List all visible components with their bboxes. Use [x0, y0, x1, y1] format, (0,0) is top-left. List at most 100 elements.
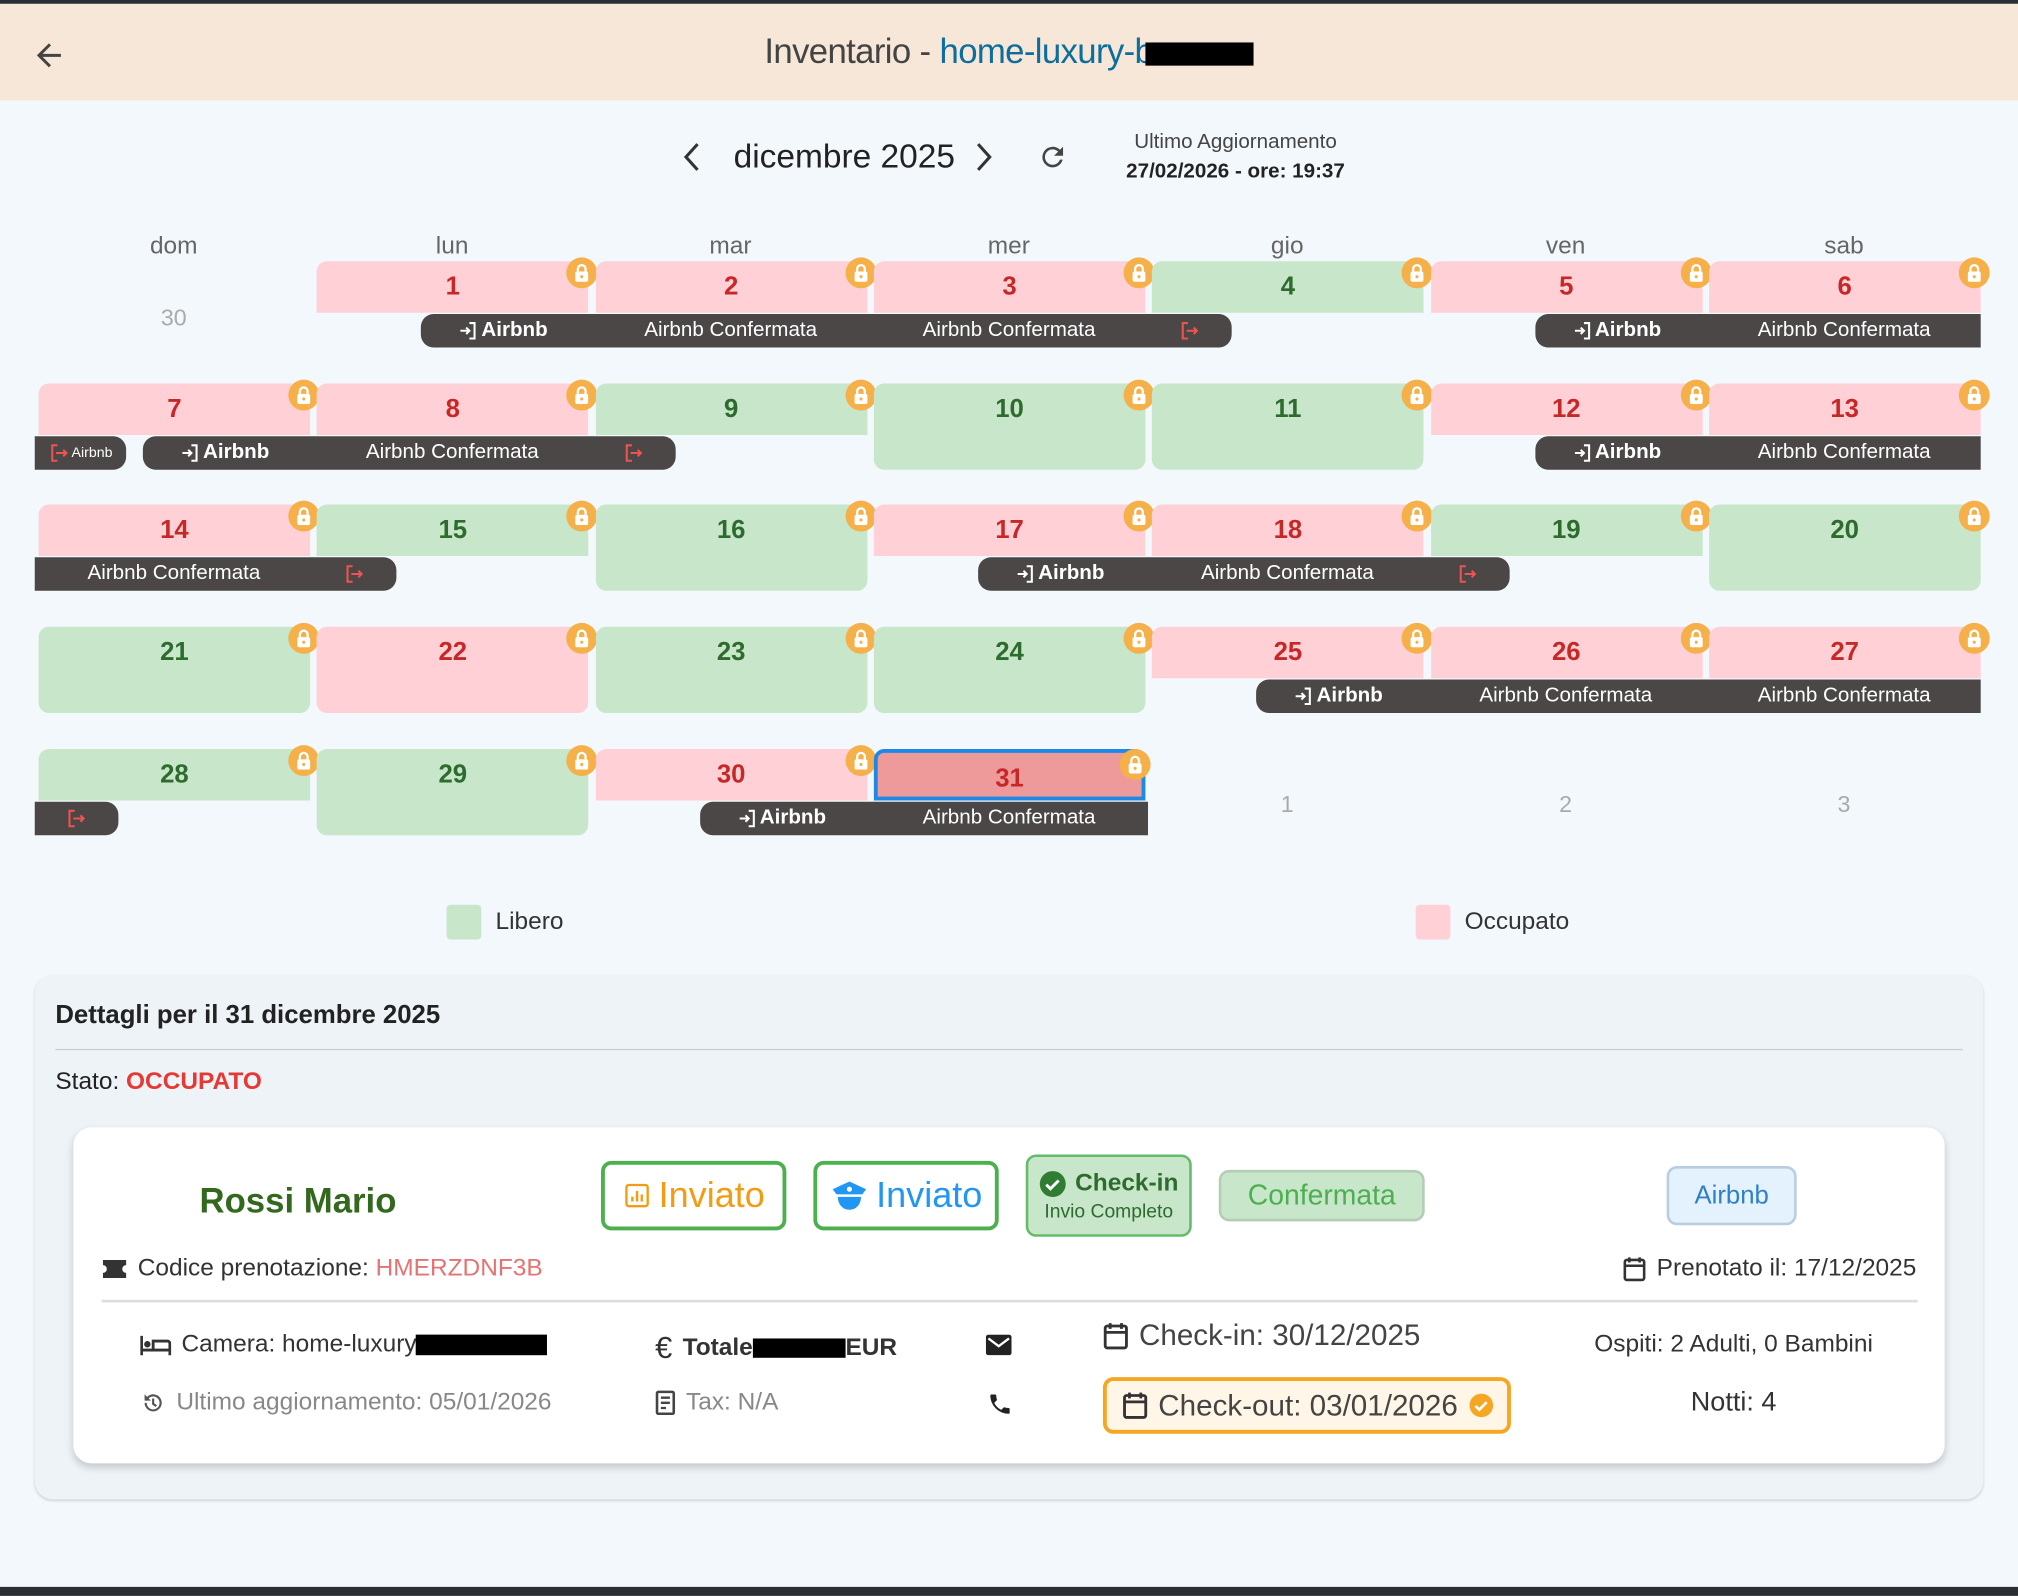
calendar-day-17[interactable]: 17 [873, 501, 1155, 557]
lock-button[interactable] [845, 379, 876, 411]
lock-button[interactable] [845, 501, 876, 533]
lock-button[interactable] [1958, 501, 1990, 533]
lock-button[interactable] [1680, 257, 1712, 289]
lock-button[interactable] [288, 744, 320, 776]
lock-button[interactable] [566, 257, 598, 289]
booking-bar[interactable]: Airbnb Confermata [34, 557, 397, 592]
lock-button[interactable] [1401, 379, 1433, 411]
next-month-button[interactable] [968, 139, 999, 175]
calendar-day-6[interactable]: 6 [1708, 257, 1990, 313]
bed-icon [140, 1335, 172, 1356]
lock-icon [1132, 507, 1146, 526]
calendar-day-30[interactable]: 30 [595, 744, 876, 801]
lock-icon [1689, 629, 1703, 648]
lock-button[interactable] [566, 623, 598, 654]
status-badge: OCCUPATO [126, 1068, 262, 1096]
lock-button[interactable] [1119, 748, 1151, 780]
email-button[interactable] [985, 1334, 1012, 1362]
calendar-day-19[interactable]: 19 [1430, 501, 1712, 557]
calendar-day-10[interactable]: 10 [873, 379, 1155, 470]
lock-button[interactable] [1680, 379, 1712, 411]
calendar-day-18[interactable]: 18 [1152, 501, 1433, 557]
booking-bar[interactable]: Airbnb Airbnb Confermata Airbnb Confermata [1256, 679, 1981, 714]
total-row: € Totale EUR [655, 1331, 897, 1367]
lock-button[interactable] [1958, 257, 1990, 289]
report-sent-button[interactable]: Inviato [601, 1160, 787, 1231]
booking-bar[interactable]: Airbnb Airbnb Confermata [977, 557, 1511, 592]
lock-button[interactable] [1680, 623, 1712, 654]
calendar-day-13[interactable]: 13 [1708, 379, 1990, 435]
lock-button[interactable] [288, 501, 320, 533]
status-row: Stato: OCCUPATO [55, 1068, 262, 1096]
lock-button[interactable] [845, 623, 876, 654]
day-number: 9 [723, 394, 739, 424]
day-number: 13 [1830, 394, 1859, 424]
lock-button[interactable] [1958, 623, 1990, 654]
lock-button[interactable] [1958, 379, 1990, 411]
channel-badge[interactable]: Airbnb [1666, 1166, 1797, 1226]
calendar-day-5[interactable]: 5 [1430, 257, 1712, 313]
lock-button[interactable] [288, 379, 320, 411]
booking-bar[interactable] [34, 801, 119, 836]
calendar-day-16[interactable]: 16 [595, 501, 876, 592]
booking-bar[interactable]: Airbnb Airbnb Confermata [699, 801, 1149, 836]
calendar-day-14[interactable]: 14 [38, 501, 320, 557]
lock-button[interactable] [1123, 379, 1155, 411]
title-prefix: Inventario - [764, 32, 940, 71]
calendar-day-22[interactable]: 22 [316, 623, 598, 714]
calendar-day-4[interactable]: 4 [1152, 257, 1433, 313]
calendar-day-2[interactable]: 2 [595, 257, 876, 313]
checkin-status-button[interactable]: Check-in Invio Completo [1025, 1154, 1192, 1237]
day-number: 26 [1551, 638, 1581, 667]
calendar-day-12[interactable]: 12 [1430, 379, 1712, 435]
calendar-day-25[interactable]: 25 [1152, 623, 1433, 679]
lock-button[interactable] [1680, 501, 1712, 533]
checkout-date-box[interactable]: Check-out: 03/01/2026 [1102, 1377, 1511, 1434]
lock-button[interactable] [1123, 623, 1155, 654]
phone-button[interactable] [987, 1391, 1013, 1423]
calendar-day-21[interactable]: 21 [38, 623, 320, 714]
lock-button[interactable] [1123, 257, 1155, 289]
prev-month-button[interactable] [677, 139, 708, 175]
calendar-day-9[interactable]: 9 [595, 379, 876, 435]
calendar-day-24[interactable]: 24 [873, 623, 1155, 714]
calendar-day-23[interactable]: 23 [595, 623, 876, 714]
booking-bar[interactable]: Airbnb [34, 435, 127, 470]
lock-button[interactable] [1123, 501, 1155, 533]
lock-button[interactable] [1401, 623, 1433, 654]
calendar-day-26[interactable]: 26 [1430, 623, 1712, 679]
lock-button[interactable] [1401, 501, 1433, 533]
lock-button[interactable] [288, 623, 320, 654]
calendar-day-31[interactable]: 31 [873, 748, 1151, 801]
calendar-day-27[interactable]: 27 [1708, 623, 1990, 679]
calendar-day-7[interactable]: 7 [38, 379, 320, 435]
calendar-day-28[interactable]: 28 [38, 744, 320, 801]
lock-button[interactable] [566, 501, 598, 533]
calendar-day-15[interactable]: 15 [316, 501, 598, 557]
refresh-button[interactable] [1037, 142, 1068, 173]
calendar-day-29[interactable]: 29 [316, 744, 598, 836]
booking-bar[interactable]: Airbnb Airbnb Confermata [1534, 314, 1981, 348]
receipt-icon [655, 1390, 676, 1416]
lock-button[interactable] [566, 379, 598, 411]
lock-button[interactable] [845, 744, 876, 776]
booking-label: Airbnb [1316, 684, 1383, 707]
booking-bar[interactable]: Airbnb Airbnb Confermata Airbnb Confermata [421, 314, 1232, 348]
booking-checkout-segment [67, 802, 85, 835]
booking-bar[interactable]: Airbnb Airbnb Confermata [142, 435, 676, 470]
lock-button[interactable] [566, 744, 598, 776]
booking-card[interactable]: Rossi Mario Inviato Inviato Check-in Inv… [73, 1127, 1945, 1464]
lock-icon [1689, 385, 1703, 404]
calendar-day-1[interactable]: 1 [316, 257, 598, 313]
booking-code-value[interactable]: HMERZDNF3B [375, 1254, 543, 1282]
calendar-day-8[interactable]: 8 [316, 379, 598, 435]
calendar-day-3[interactable]: 3 [873, 257, 1155, 313]
lock-button[interactable] [1401, 257, 1433, 289]
calendar-day-20[interactable]: 20 [1708, 501, 1990, 592]
lock-button[interactable] [845, 257, 876, 289]
guests: Ospiti: 2 Adulti, 0 Bambini [1594, 1330, 1873, 1358]
police-sent-button[interactable]: Inviato [813, 1160, 999, 1231]
back-button[interactable] [31, 37, 67, 73]
booking-bar[interactable]: Airbnb Airbnb Confermata [1534, 435, 1981, 470]
calendar-day-11[interactable]: 11 [1152, 379, 1433, 470]
